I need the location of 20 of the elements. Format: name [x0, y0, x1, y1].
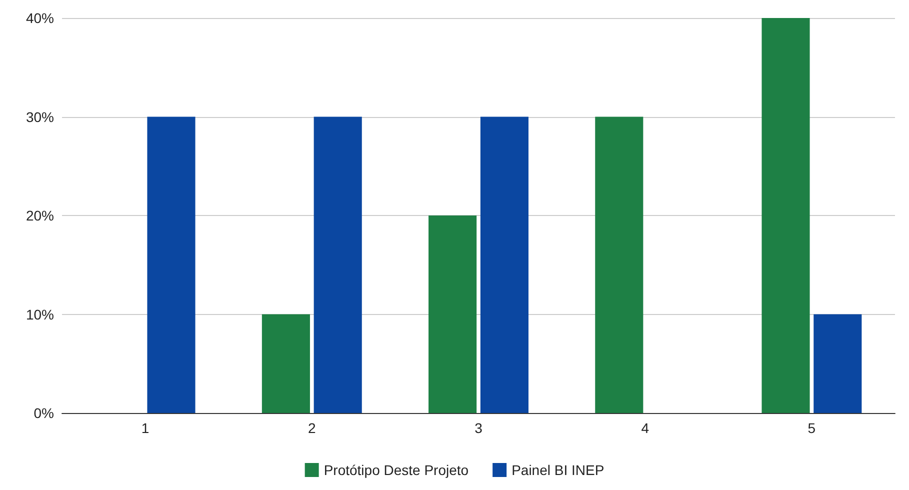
x-tick-label: 2	[308, 420, 316, 436]
y-tick-label: 20%	[26, 208, 54, 224]
bar	[762, 18, 810, 413]
bar	[428, 216, 477, 413]
x-tick-label: 4	[641, 420, 650, 436]
y-tick-label: 10%	[26, 306, 54, 322]
bar	[147, 116, 196, 413]
y-tick-label: 30%	[26, 108, 54, 125]
bar	[814, 314, 862, 413]
x-tick-label: 5	[808, 420, 816, 436]
x-tick-label: 3	[474, 420, 483, 436]
y-tick-label: 0%	[34, 405, 54, 421]
bar	[314, 116, 362, 413]
legend-label: Painel BI INEP	[512, 462, 604, 478]
bar	[262, 314, 310, 413]
y-tick-label: 40%	[26, 10, 54, 26]
bar	[480, 116, 528, 413]
bar	[595, 116, 644, 413]
legend-label: Protótipo Deste Projeto	[324, 462, 469, 478]
x-tick-label: 1	[141, 420, 150, 436]
